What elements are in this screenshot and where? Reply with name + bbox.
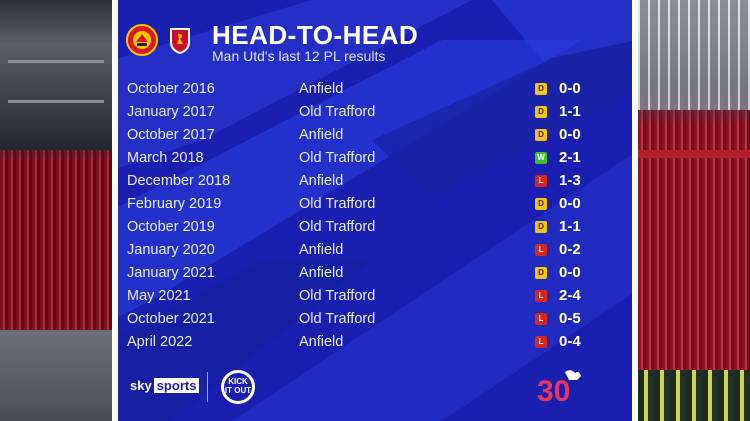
match-date: October 2017 [127, 127, 215, 143]
kick-it-out-logo: KICK IT OUT [221, 370, 255, 404]
match-score: 2-1 [559, 149, 581, 166]
stadium-walkway [0, 330, 112, 421]
man-utd-crest-icon [126, 24, 158, 56]
result-badge: D [535, 83, 547, 95]
result-row: January 2021 Anfield D 0-0 [127, 262, 597, 285]
panel-background-pattern [112, 0, 638, 421]
results-list: October 2016 Anfield D 0-0 January 2017 … [127, 78, 597, 354]
result-row: January 2020 Anfield L 0-2 [127, 239, 597, 262]
sky-sports-logo: sky sports [130, 378, 200, 393]
graphic-subtitle: Man Utd's last 12 PL results [212, 48, 386, 64]
match-venue: Old Trafford [299, 104, 376, 120]
match-venue: Old Trafford [299, 311, 376, 327]
result-badge: L [535, 336, 547, 348]
match-score: 1-1 [559, 103, 581, 120]
sports-wordmark: sports [153, 378, 200, 393]
result-badge: L [535, 290, 547, 302]
match-date: December 2018 [127, 173, 231, 189]
sky-wordmark: sky [130, 378, 152, 393]
stadium-background-right [638, 0, 750, 421]
match-venue: Anfield [299, 173, 344, 189]
stadium-tier-band [638, 150, 750, 158]
result-row: October 2016 Anfield D 0-0 [127, 78, 597, 101]
match-date: October 2019 [127, 219, 215, 235]
premier-league-30-logo: 30 [537, 370, 581, 406]
result-row: March 2018 Old Trafford W 2-1 [127, 147, 597, 170]
result-badge: D [535, 267, 547, 279]
stadium-background-left [0, 0, 112, 421]
result-row: January 2017 Old Trafford D 1-1 [127, 101, 597, 124]
result-badge: W [535, 152, 547, 164]
match-venue: Anfield [299, 334, 344, 350]
match-date: October 2021 [127, 311, 215, 327]
match-venue: Old Trafford [299, 288, 376, 304]
match-venue: Old Trafford [299, 219, 376, 235]
result-row: December 2018 Anfield L 1-3 [127, 170, 597, 193]
match-score: 0-0 [559, 195, 581, 212]
match-date: January 2017 [127, 104, 215, 120]
roof-beam [8, 60, 104, 63]
match-date: March 2018 [127, 150, 204, 166]
footer-logos: sky sports KICK IT OUT 30 [127, 368, 627, 408]
result-row: October 2019 Old Trafford D 1-1 [127, 216, 597, 239]
result-row: February 2019 Old Trafford D 0-0 [127, 193, 597, 216]
graphic-title: HEAD-TO-HEAD [212, 20, 419, 50]
stadium-roof-left [0, 0, 112, 150]
match-score: 0-0 [559, 126, 581, 143]
result-badge: L [535, 175, 547, 187]
liverpool-crest-icon [170, 28, 190, 54]
result-row: May 2021 Old Trafford L 2-4 [127, 285, 597, 308]
match-score: 2-4 [559, 287, 581, 304]
result-badge: D [535, 106, 547, 118]
match-venue: Anfield [299, 81, 344, 97]
match-venue: Anfield [299, 242, 344, 258]
result-badge: D [535, 129, 547, 141]
panel-edge-left [112, 0, 118, 421]
match-date: October 2016 [127, 81, 215, 97]
result-badge: L [535, 244, 547, 256]
result-badge: L [535, 313, 547, 325]
match-score: 0-5 [559, 310, 581, 327]
match-date: January 2021 [127, 265, 215, 281]
match-venue: Anfield [299, 127, 344, 143]
match-venue: Old Trafford [299, 196, 376, 212]
panel-edge-right [632, 0, 638, 421]
result-badge: D [535, 198, 547, 210]
match-date: January 2020 [127, 242, 215, 258]
result-row: October 2017 Anfield D 0-0 [127, 124, 597, 147]
match-date: April 2022 [127, 334, 193, 350]
result-row: April 2022 Anfield L 0-4 [127, 331, 597, 354]
match-score: 0-0 [559, 264, 581, 281]
result-row: October 2021 Old Trafford L 0-5 [127, 308, 597, 331]
pl-number: 30 [537, 375, 570, 406]
match-date: May 2021 [127, 288, 191, 304]
match-date: February 2019 [127, 196, 222, 212]
result-badge: D [535, 221, 547, 233]
match-score: 0-4 [559, 333, 581, 350]
match-score: 1-1 [559, 218, 581, 235]
stewards-row [638, 370, 750, 421]
match-score: 0-2 [559, 241, 581, 258]
head-to-head-graphic: HEAD-TO-HEAD Man Utd's last 12 PL result… [112, 0, 638, 421]
footer-divider [207, 372, 208, 402]
match-score: 0-0 [559, 80, 581, 97]
stadium-roof-right [638, 0, 750, 110]
match-venue: Old Trafford [299, 150, 376, 166]
roof-beam [8, 100, 104, 103]
match-venue: Anfield [299, 265, 344, 281]
match-score: 1-3 [559, 172, 581, 189]
